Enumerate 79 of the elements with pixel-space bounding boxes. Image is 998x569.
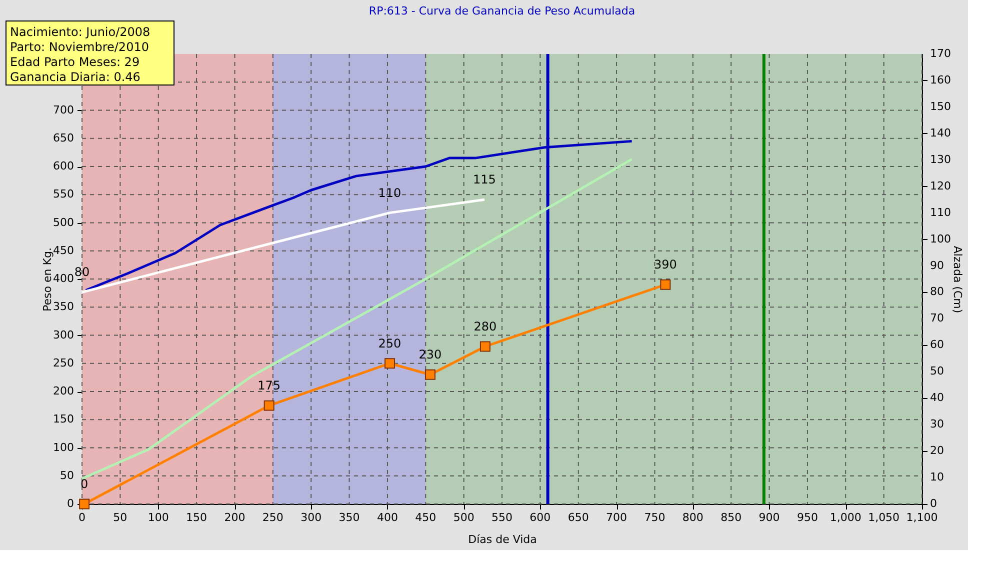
y-tick-label: 350 <box>53 300 74 314</box>
y-tick-label: 600 <box>53 160 74 172</box>
y2-tick-label: 40 <box>930 391 944 404</box>
x-tick-label: 1,000 <box>830 511 862 524</box>
y2-tick-label: 80 <box>930 285 944 298</box>
y2-tick-label: 160 <box>930 73 951 86</box>
point <box>480 341 490 352</box>
y2-tick-label: 150 <box>930 100 951 113</box>
y-tick-label: 500 <box>53 216 74 229</box>
point <box>424 369 436 380</box>
x-tick-label: 0 <box>78 511 86 524</box>
y2-tick-label: 10 <box>930 470 944 484</box>
point <box>660 279 671 290</box>
x-tick-label: 600 <box>530 511 551 524</box>
x-tick-label: 450 <box>415 511 436 524</box>
x-tick-label: 1,100 <box>906 511 938 524</box>
x-tick-label: 1,050 <box>868 511 900 524</box>
y2-tick-label: 170 <box>930 47 951 60</box>
data-label: 110 <box>378 186 402 200</box>
point <box>79 498 90 510</box>
data-label: 280 <box>474 320 497 334</box>
y2-tick-label: 130 <box>930 152 951 166</box>
y2-tick-label: 110 <box>930 206 951 219</box>
data-label: 175 <box>258 378 281 393</box>
y2-tick-label: 100 <box>930 232 951 246</box>
y2-tick-label: 70 <box>930 312 944 325</box>
x-axis-title: Días de Vida <box>468 533 537 546</box>
x-tick-label: 100 <box>148 511 169 524</box>
y-tick-label: 700 <box>53 103 74 116</box>
x-tick-label: 300 <box>300 511 322 524</box>
y2-tick-label: 120 <box>930 179 951 192</box>
x-tick-label: 850 <box>720 511 742 524</box>
x-tick-label: 900 <box>758 511 780 524</box>
y-tick-label: 50 <box>60 468 74 482</box>
x-tick-label: 500 <box>453 511 474 524</box>
point <box>384 358 395 369</box>
data-label: 80 <box>74 265 90 280</box>
x-tick-label: 750 <box>644 511 666 524</box>
x-tick-label: 150 <box>186 511 208 524</box>
y-tick-label: 200 <box>53 384 74 398</box>
annotation: Edad Parto Meses: 29 <box>10 55 140 69</box>
text: Nacimiento: Junio/2008 <box>10 25 150 39</box>
x-tick-label: 550 <box>492 511 512 524</box>
data-label: 0 <box>80 477 88 491</box>
annotation: Parto: Noviembre/2010 <box>10 40 149 54</box>
x-tick-label: 250 <box>262 511 284 524</box>
data-label: 230 <box>418 348 442 362</box>
y2-tick-label: 20 <box>930 444 944 458</box>
annotation: Ganancia Diaria: 0.46 <box>10 70 140 84</box>
x-tick-label: 200 <box>224 511 246 524</box>
y2-tick-label: 60 <box>930 338 944 352</box>
x-tick-label: 800 <box>682 511 704 524</box>
y-tick-label: 300 <box>53 328 74 342</box>
y2-axis-title: Alzada (Cm) <box>951 246 964 314</box>
x-tick-label: 400 <box>376 511 398 524</box>
point <box>264 400 274 411</box>
y-axis-title: Peso en Kg. <box>41 248 54 312</box>
y-tick-label: 400 <box>53 272 74 285</box>
y-tick-label: 0 <box>67 497 74 510</box>
data-label: 115 <box>472 172 496 187</box>
y-tick-label: 250 <box>53 356 74 370</box>
y-tick-label: 650 <box>53 131 74 144</box>
data-label: 250 <box>378 336 402 350</box>
x-tick-label: 650 <box>568 511 589 524</box>
y2-tick-label: 30 <box>930 418 944 431</box>
x-tick-label: 50 <box>113 511 128 524</box>
y2-tick-label: 140 <box>930 126 951 140</box>
y-tick-label: 450 <box>53 244 74 257</box>
x-tick-label: 700 <box>606 511 628 524</box>
y2-tick-label: 0 <box>930 497 937 510</box>
chart-title: RP:613 - Curva de Ganancia de Peso Acumulada <box>368 4 636 18</box>
y-tick-label: 150 <box>53 412 74 426</box>
x-tick-label: 350 <box>338 511 360 524</box>
y2-tick-label: 90 <box>930 258 944 272</box>
y2-tick-label: 50 <box>930 364 944 378</box>
x-tick-label: 950 <box>796 511 818 524</box>
y-tick-label: 100 <box>53 440 74 454</box>
y-tick-label: 550 <box>53 188 74 201</box>
data-label: 390 <box>654 258 677 272</box>
